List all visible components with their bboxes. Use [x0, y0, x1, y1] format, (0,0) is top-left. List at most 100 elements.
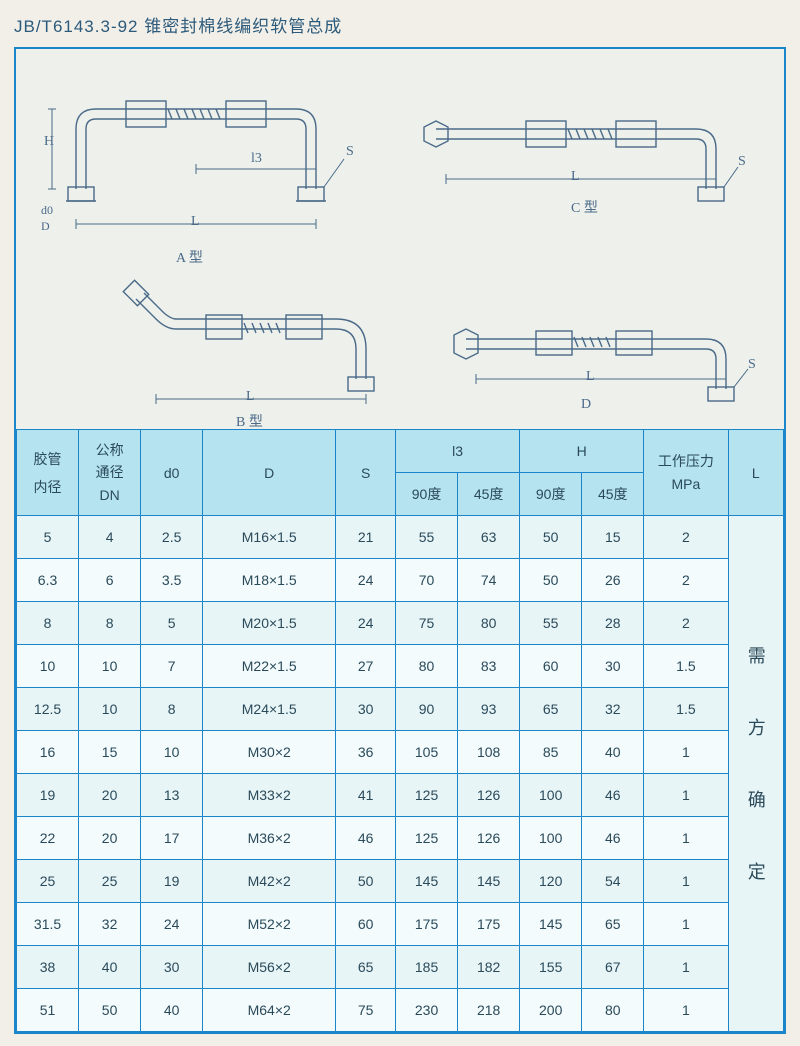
hdr-H-90: 90度: [520, 473, 582, 516]
table-body: 542.5M16×1.521556350152需 方 确 定6.363.5M18…: [17, 516, 784, 1032]
cell-H_90: 60: [520, 645, 582, 688]
hdr-D: D: [203, 430, 336, 516]
cell-l3_45: 93: [458, 688, 520, 731]
cell-l3_90: 105: [396, 731, 458, 774]
cell-inner: 10: [17, 645, 79, 688]
dim-S-d: S: [748, 357, 756, 373]
cell-H_45: 28: [582, 602, 644, 645]
hdr-L: L: [728, 430, 783, 516]
cell-S: 27: [336, 645, 396, 688]
dim-L-c: L: [571, 169, 580, 185]
cell-H_90: 100: [520, 774, 582, 817]
cell-l3_90: 185: [396, 946, 458, 989]
cell-H_90: 50: [520, 516, 582, 559]
cell-D: M33×2: [203, 774, 336, 817]
cell-S: 41: [336, 774, 396, 817]
cell-d0: 30: [141, 946, 203, 989]
table-row: 885M20×1.524758055282: [17, 602, 784, 645]
cell-H_45: 46: [582, 817, 644, 860]
dim-S-c: S: [738, 154, 746, 170]
table-header: 胶管内径 公称通径DN d0 D S l3 H 工作压力MPa L 90度 45…: [17, 430, 784, 516]
diagrams-panel: H L l3 S d0 D A 型 L S C 型: [16, 49, 784, 429]
cell-H_90: 85: [520, 731, 582, 774]
hdr-dn: 公称通径DN: [79, 430, 141, 516]
dim-L-b: L: [246, 389, 255, 405]
cell-S: 65: [336, 946, 396, 989]
cell-S: 60: [336, 903, 396, 946]
cell-mpa: 2: [644, 602, 728, 645]
cell-l3_45: 108: [458, 731, 520, 774]
cell-H_45: 15: [582, 516, 644, 559]
table-row: 161510M30×23610510885401: [17, 731, 784, 774]
cell-D: M18×1.5: [203, 559, 336, 602]
label-b: B 型: [236, 411, 263, 431]
dim-L-d: L: [586, 369, 595, 385]
cell-d0: 5: [141, 602, 203, 645]
cell-l3_45: 145: [458, 860, 520, 903]
cell-l3_45: 126: [458, 774, 520, 817]
cell-l3_90: 175: [396, 903, 458, 946]
table-row: 222017M36×246125126100461: [17, 817, 784, 860]
cell-mpa: 1: [644, 860, 728, 903]
cell-dn: 40: [79, 946, 141, 989]
page-title: JB/T6143.3-92 锥密封棉线编织软管总成: [14, 12, 786, 37]
cell-l3_90: 145: [396, 860, 458, 903]
cell-inner: 8: [17, 602, 79, 645]
cell-l3_45: 175: [458, 903, 520, 946]
hdr-H-45: 45度: [582, 473, 644, 516]
table-row: 384030M56×265185182155671: [17, 946, 784, 989]
cell-inner: 5: [17, 516, 79, 559]
cell-S: 21: [336, 516, 396, 559]
dim-L-a: L: [191, 214, 200, 230]
dim-D: D: [41, 219, 50, 234]
label-a: A 型: [176, 247, 203, 267]
cell-d0: 24: [141, 903, 203, 946]
cell-d0: 19: [141, 860, 203, 903]
cell-l3_90: 55: [396, 516, 458, 559]
cell-dn: 6: [79, 559, 141, 602]
cell-D: M42×2: [203, 860, 336, 903]
content-frame: H L l3 S d0 D A 型 L S C 型: [14, 47, 786, 1034]
cell-d0: 13: [141, 774, 203, 817]
cell-mpa: 1.5: [644, 645, 728, 688]
cell-inner: 6.3: [17, 559, 79, 602]
cell-dn: 10: [79, 645, 141, 688]
table-row: 12.5108M24×1.530909365321.5: [17, 688, 784, 731]
cell-H_90: 155: [520, 946, 582, 989]
hdr-S: S: [336, 430, 396, 516]
cell-dn: 32: [79, 903, 141, 946]
cell-dn: 20: [79, 817, 141, 860]
cell-l3_90: 125: [396, 774, 458, 817]
cell-D: M24×1.5: [203, 688, 336, 731]
cell-inner: 25: [17, 860, 79, 903]
cell-mpa: 2: [644, 516, 728, 559]
cell-l3_90: 80: [396, 645, 458, 688]
cell-D: M36×2: [203, 817, 336, 860]
cell-H_45: 67: [582, 946, 644, 989]
cell-S: 24: [336, 559, 396, 602]
cell-H_45: 65: [582, 903, 644, 946]
table-row: 192013M33×241125126100461: [17, 774, 784, 817]
cell-H_90: 145: [520, 903, 582, 946]
cell-d0: 8: [141, 688, 203, 731]
table-row: 6.363.5M18×1.524707450262: [17, 559, 784, 602]
cell-L-note: 需 方 确 定: [728, 516, 783, 1032]
cell-D: M30×2: [203, 731, 336, 774]
hdr-l3-45: 45度: [458, 473, 520, 516]
cell-d0: 10: [141, 731, 203, 774]
cell-S: 24: [336, 602, 396, 645]
cell-inner: 19: [17, 774, 79, 817]
cell-H_90: 100: [520, 817, 582, 860]
cell-inner: 31.5: [17, 903, 79, 946]
cell-mpa: 1: [644, 946, 728, 989]
cell-d0: 17: [141, 817, 203, 860]
cell-d0: 3.5: [141, 559, 203, 602]
cell-inner: 12.5: [17, 688, 79, 731]
cell-D: M16×1.5: [203, 516, 336, 559]
cell-l3_45: 63: [458, 516, 520, 559]
dim-S-a: S: [346, 144, 354, 160]
cell-d0: 7: [141, 645, 203, 688]
cell-l3_45: 74: [458, 559, 520, 602]
cell-inner: 16: [17, 731, 79, 774]
cell-l3_45: 182: [458, 946, 520, 989]
